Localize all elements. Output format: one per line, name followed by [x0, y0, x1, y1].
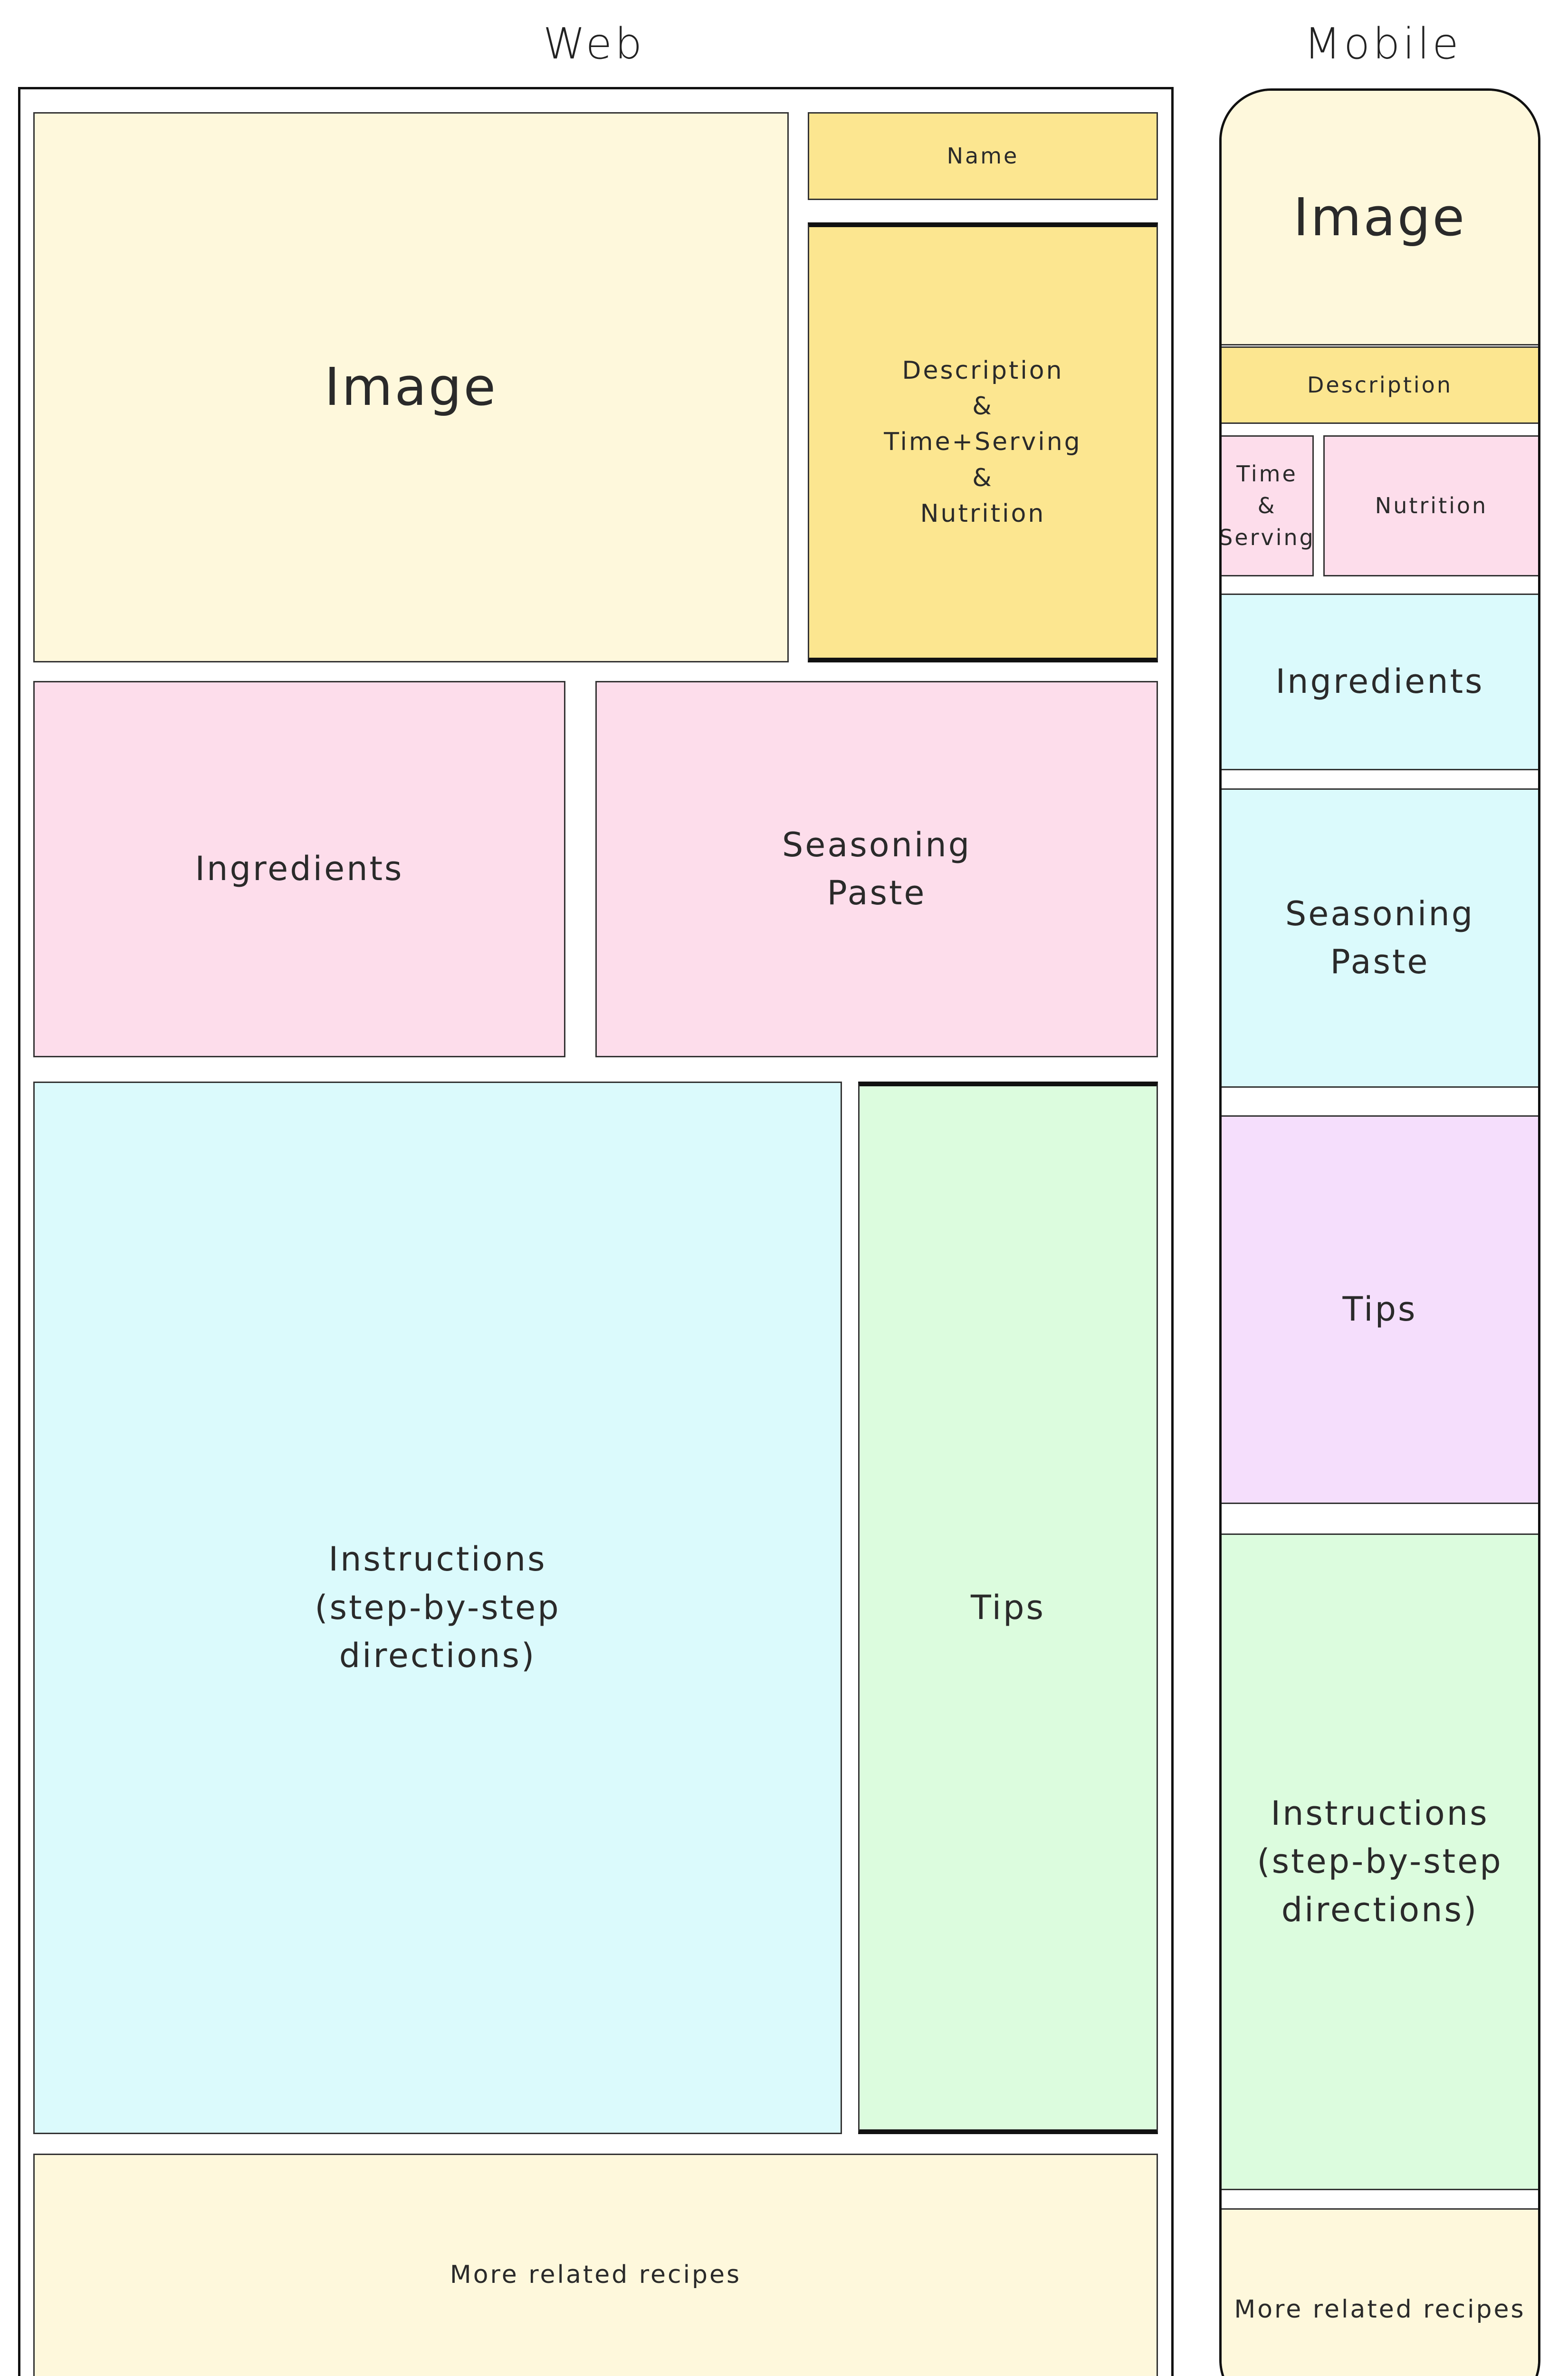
- mobile-image-block: Image: [1222, 91, 1538, 345]
- web-tips-block: Tips: [858, 1082, 1158, 2134]
- mobile-nutrition-block: Nutrition: [1323, 435, 1538, 576]
- web-ingredients-block: Ingredients: [33, 681, 565, 1057]
- mobile-tips-block: Tips: [1222, 1115, 1538, 1504]
- web-image-block: Image: [33, 112, 789, 662]
- mobile-heading: Mobile: [1304, 19, 1462, 69]
- web-description-block: Description & Time+Serving & Nutrition: [808, 222, 1158, 662]
- mobile-seasoning-paste-block: Seasoning Paste: [1222, 788, 1538, 1088]
- web-instructions-block: Instructions (step-by-step directions): [33, 1082, 842, 2134]
- web-seasoning-paste-block: Seasoning Paste: [595, 681, 1158, 1057]
- mobile-description-block: Description: [1222, 346, 1538, 424]
- web-heading: Web: [543, 19, 645, 69]
- mobile-instructions-block: Instructions (step-by-step directions): [1222, 1533, 1538, 2190]
- web-related-recipes-block: More related recipes: [33, 2154, 1158, 2376]
- mobile-related-recipes-block: More related recipes: [1222, 2208, 1538, 2376]
- mobile-layout-frame: Image Description Time & Serving Nutriti…: [1219, 88, 1540, 2376]
- web-name-block: Name: [808, 112, 1158, 200]
- mobile-time-serving-block: Time & Serving: [1222, 435, 1314, 576]
- mobile-ingredients-block: Ingredients: [1222, 594, 1538, 770]
